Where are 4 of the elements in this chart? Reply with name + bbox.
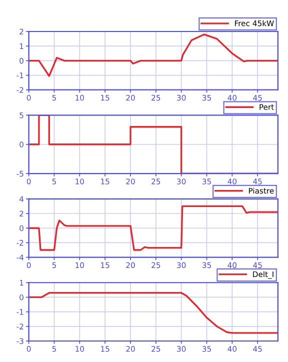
line-series <box>28 34 278 77</box>
line-series <box>28 292 278 334</box>
line-series <box>28 205 278 251</box>
line-series <box>28 115 278 174</box>
